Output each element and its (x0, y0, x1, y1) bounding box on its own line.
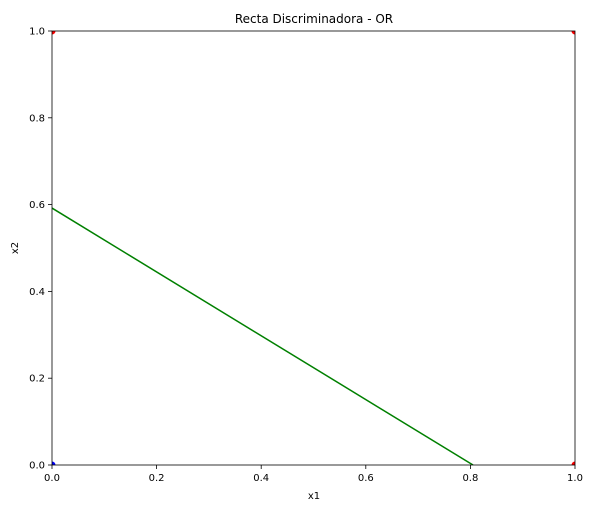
y-tick-label: 0.0 (29, 461, 45, 472)
x-tick-label: 0.4 (253, 473, 269, 484)
y-tick-label: 1.0 (29, 27, 45, 38)
y-axis-label: x2 (10, 242, 21, 254)
chart-title: Recta Discriminadora - OR (235, 12, 393, 26)
x-tick-label: 0.2 (149, 473, 165, 484)
x-tick-label: 0.8 (462, 473, 478, 484)
x-tick-label: 0.0 (44, 473, 60, 484)
data-point (52, 461, 56, 465)
data-point (52, 31, 56, 35)
x-tick-label: 0.6 (358, 473, 374, 484)
discriminant-line (52, 207, 474, 465)
data-point (571, 31, 575, 35)
y-tick-label: 0.8 (29, 113, 45, 124)
y-tick-label: 0.4 (29, 287, 45, 298)
x-axis-label: x1 (308, 491, 320, 502)
plot-frame (51, 30, 576, 466)
x-tick-label: 1.0 (567, 473, 583, 484)
y-tick-label: 0.6 (29, 200, 45, 211)
y-tick-label: 0.2 (29, 374, 45, 385)
data-point (571, 461, 575, 465)
